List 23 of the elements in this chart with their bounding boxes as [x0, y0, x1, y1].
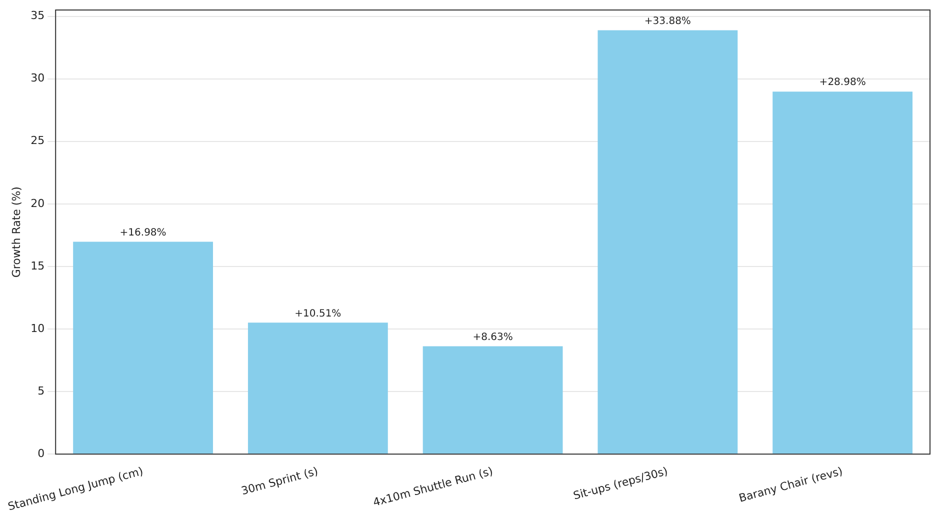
data-label: +8.63%: [472, 332, 513, 343]
y-axis-title: Growth Rate (%): [10, 186, 23, 278]
y-tick-label: 25: [30, 134, 45, 148]
data-label: +16.98%: [120, 227, 166, 238]
y-tick-label: 35: [30, 9, 45, 22]
bar: [73, 242, 213, 454]
bar: [772, 92, 913, 454]
bar: [248, 322, 388, 454]
x-tick-label: Barany Chair (revs): [737, 464, 844, 505]
y-tick-label: 5: [38, 384, 45, 398]
y-tick-label: 30: [30, 72, 45, 85]
bar: [598, 30, 738, 454]
y-tick-label: 15: [30, 259, 45, 272]
x-tick-label: Standing Long Jump (cm): [6, 464, 145, 514]
x-tick-label: 30m Sprint (s): [240, 464, 320, 498]
bar: [422, 346, 563, 454]
x-tick-label: 4x10m Shuttle Run (s): [372, 464, 494, 510]
data-label: +10.51%: [294, 308, 342, 320]
data-label: +33.88%: [644, 16, 691, 27]
y-tick-label: 20: [30, 196, 45, 210]
y-tick-label: 0: [38, 447, 45, 460]
data-label: +28.98%: [819, 77, 866, 88]
y-tick-label: 10: [30, 322, 45, 335]
